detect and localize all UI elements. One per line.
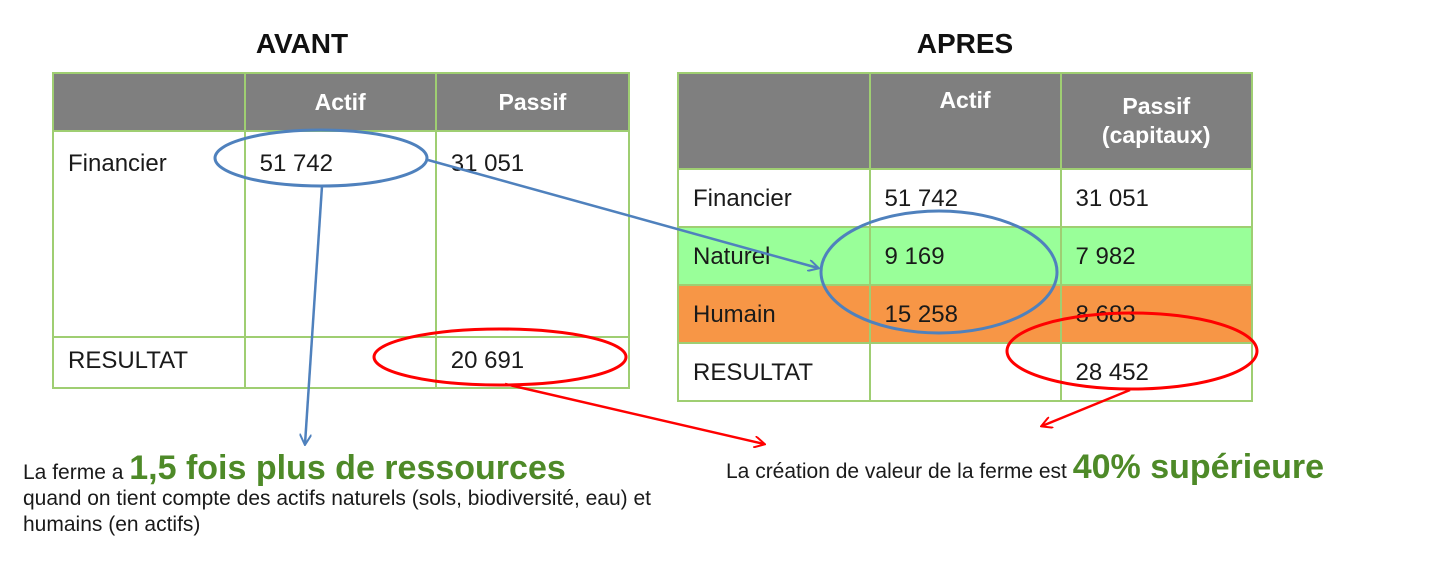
table-header-row: Actif Passif xyxy=(52,73,631,131)
table-row-humain: Humain 15 258 8 683 xyxy=(677,284,1253,344)
caption-left-highlight: 1,5 fois plus de ressources xyxy=(129,449,566,487)
header-cell-empty xyxy=(52,73,246,131)
table-header-row: Actif Passif (capitaux) xyxy=(677,73,1253,169)
blue-ellipse-apres-actif xyxy=(819,209,1059,335)
actif-value: 51 742 xyxy=(243,130,437,338)
caption-left-prefix: La ferme a xyxy=(23,461,130,484)
passif-value: 7 982 xyxy=(1059,226,1253,286)
row-label: RESULTAT xyxy=(52,336,246,389)
red-ellipse-avant-resultat xyxy=(372,327,628,387)
row-label: Financier xyxy=(677,168,871,228)
header-cell-actif: Actif xyxy=(243,73,437,131)
avant-title: AVANT xyxy=(255,28,349,59)
red-arrow-apres xyxy=(1042,388,1131,426)
caption-right-highlight: 40% supérieure xyxy=(1072,448,1325,486)
table-row-resultat: RESULTAT 20 691 xyxy=(52,336,631,389)
header-cell-empty xyxy=(677,73,871,169)
row-label: Humain xyxy=(677,284,871,344)
red-arrow-avant xyxy=(504,382,764,444)
table-row-financier: Financier 51 742 31 051 xyxy=(677,168,1253,228)
apres-title: APRES xyxy=(916,28,1014,59)
passif-value: 28 452 xyxy=(1059,342,1253,402)
actif-value: 15 258 xyxy=(868,284,1062,344)
passif-value: 20 691 xyxy=(434,336,631,389)
actif-value: 51 742 xyxy=(868,168,1062,228)
apres-balance-table: Actif Passif (capitaux) Financier 51 742… xyxy=(677,72,1253,402)
table-row-financier: Financier 51 742 31 051 xyxy=(52,130,631,338)
red-ellipse-apres-resultat xyxy=(1005,311,1259,391)
caption-valeur: La création de valeur de la ferme est 40… xyxy=(726,450,1426,485)
passif-value: 31 051 xyxy=(1059,168,1253,228)
row-label: RESULTAT xyxy=(677,342,871,402)
avant-balance-table: Actif Passif Financier 51 742 31 051 RES… xyxy=(52,72,631,389)
caption-right-prefix: La création de valeur de la ferme est xyxy=(726,460,1073,483)
passif-value: 31 051 xyxy=(434,130,631,338)
caption-left-rest: quand on tient compte des actifs naturel… xyxy=(23,487,652,536)
header-cell-passif: Passif xyxy=(434,73,631,131)
caption-ressources: La ferme a 1,5 fois plus de ressources q… xyxy=(23,451,683,538)
actif-value xyxy=(243,336,437,389)
blue-ellipse-avant-actif xyxy=(213,128,429,188)
table-row-resultat: RESULTAT 28 452 xyxy=(677,342,1253,402)
row-label: Financier xyxy=(52,130,246,338)
blue-arrow-down xyxy=(305,185,324,444)
blue-arrow-to-apres xyxy=(427,158,818,268)
header-cell-passif: Passif (capitaux) xyxy=(1059,73,1253,169)
actif-value: 9 169 xyxy=(868,226,1062,286)
header-cell-actif: Actif xyxy=(868,73,1062,169)
